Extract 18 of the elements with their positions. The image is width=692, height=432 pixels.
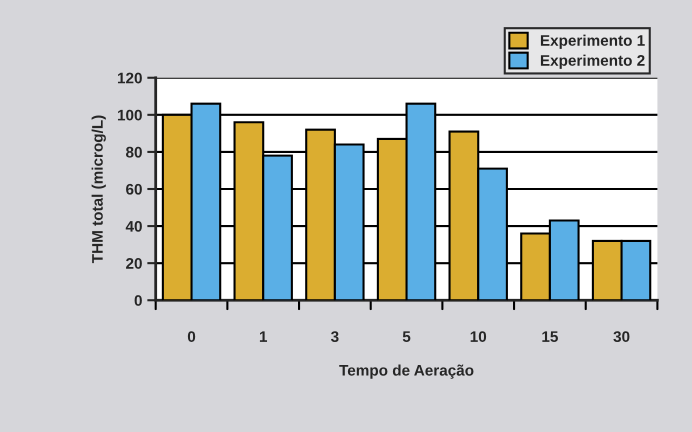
y-tick-label: 40 <box>126 220 142 232</box>
y-tick-label: 20 <box>126 258 142 269</box>
x-tick-label: 1 <box>260 331 268 342</box>
x-tick-label: 30 <box>613 331 630 342</box>
x-tick-label: 15 <box>542 331 558 342</box>
x-tick-label: 10 <box>470 331 486 342</box>
y-tick-label: 100 <box>118 110 142 121</box>
legend-label: Experimento 2 <box>540 54 645 69</box>
x-tick-label: 5 <box>402 331 410 342</box>
x-tick-label: 0 <box>188 331 196 342</box>
y-tick-label: 80 <box>126 146 142 158</box>
y-tick-label: 120 <box>118 72 142 84</box>
y-tick-label: 60 <box>126 184 142 195</box>
y-tick-label: 0 <box>134 295 142 306</box>
x-tick-label: 3 <box>330 331 339 342</box>
legend-label: Experimento 1 <box>540 34 645 49</box>
y-axis-title: THM total (microg/L) <box>92 115 106 264</box>
x-axis-title: Tempo de Aeração <box>339 364 474 379</box>
